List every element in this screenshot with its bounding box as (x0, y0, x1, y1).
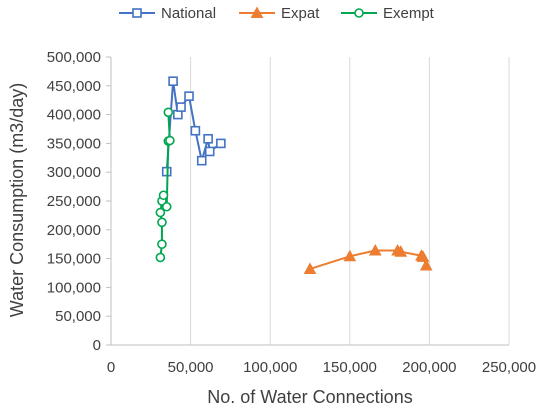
expat-point (303, 262, 317, 274)
y-tick-label: 50,000 (55, 308, 101, 325)
legend-swatch-marker (250, 6, 264, 18)
national-point (190, 125, 201, 136)
exempt-point (157, 239, 167, 249)
x-axis-ticks: 0 50,000 100,000 150,000 200,000 250,000 (107, 359, 536, 376)
y-tick-label: 500,000 (47, 49, 101, 66)
exempt-point (157, 217, 167, 228)
x-axis-title: No. of Water Connections (207, 387, 412, 407)
expat-point (343, 249, 357, 262)
national-point (204, 146, 215, 157)
expat-line (309, 249, 428, 270)
national-point (168, 76, 178, 86)
y-tick-label: 350,000 (47, 135, 101, 152)
y-tick-label: 150,000 (47, 251, 101, 268)
national-point (176, 102, 186, 112)
x-tick-label: 50,000 (168, 359, 214, 376)
gridlines (190, 57, 510, 345)
series-expat (303, 243, 433, 274)
exempt-point (155, 252, 166, 263)
expat-point (416, 250, 430, 262)
series-layer (155, 76, 433, 274)
legend-label: Expat (281, 5, 320, 22)
axes (110, 57, 509, 346)
legend-item-exempt: Exempt (341, 5, 435, 22)
y-axis-ticks: 0 50,000 100,000 150,000 200,000 250,000 300,0… (47, 49, 111, 354)
series-national (161, 76, 226, 177)
y-tick-label: 400,000 (47, 107, 101, 124)
national-point (196, 155, 207, 166)
x-tick-label: 100,000 (243, 359, 297, 376)
y-tick-label: 300,000 (47, 164, 101, 181)
expat-point (419, 258, 433, 271)
expat-point (394, 245, 408, 257)
expat-point (368, 243, 382, 256)
series-exempt (155, 107, 175, 263)
y-axis-title: Water Consumption (m3/day) (7, 83, 27, 317)
legend-item-expat: Expat (239, 5, 320, 22)
legend-label: Exempt (383, 5, 435, 22)
legend: National Expat Exempt (119, 5, 435, 22)
exempt-point (155, 207, 166, 218)
legend-swatch-marker (354, 8, 364, 18)
y-tick-label: 0 (93, 337, 101, 354)
exempt-point (161, 201, 172, 212)
y-tick-label: 100,000 (47, 279, 101, 296)
exempt-point (158, 190, 169, 201)
legend-label: National (161, 5, 216, 22)
exempt-point (163, 107, 174, 118)
national-point (184, 91, 194, 101)
legend-swatch-marker (132, 8, 142, 18)
exempt-point (165, 135, 175, 146)
y-tick-label: 450,000 (47, 78, 101, 95)
national-point (203, 133, 213, 144)
x-tick-label: 200,000 (402, 359, 456, 376)
x-tick-label: 250,000 (482, 359, 536, 376)
legend-item-national: National (119, 5, 216, 22)
national-point (216, 138, 226, 149)
x-tick-label: 0 (107, 359, 115, 376)
y-tick-label: 250,000 (47, 193, 101, 210)
x-tick-label: 150,000 (323, 359, 377, 376)
national-line (165, 80, 222, 172)
y-tick-label: 200,000 (47, 222, 101, 239)
